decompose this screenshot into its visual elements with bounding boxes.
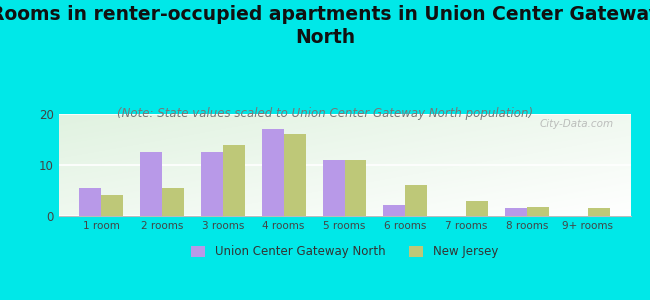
Bar — [344, 160, 367, 216]
Bar — [101, 195, 123, 216]
Bar — [162, 188, 184, 216]
Bar — [283, 134, 305, 216]
Bar — [588, 208, 610, 216]
Text: (Note: State values scaled to Union Center Gateway North population): (Note: State values scaled to Union Cent… — [117, 106, 533, 119]
Bar — [223, 145, 244, 216]
Text: Rooms in renter-occupied apartments in Union Center Gateway
North: Rooms in renter-occupied apartments in U… — [0, 4, 650, 47]
Bar — [201, 152, 223, 216]
Bar — [505, 208, 527, 216]
Bar — [262, 129, 283, 216]
Bar — [527, 207, 549, 216]
Text: City-Data.com: City-Data.com — [540, 119, 614, 129]
Bar — [406, 185, 427, 216]
Bar — [79, 188, 101, 216]
Bar — [466, 201, 488, 216]
Legend: Union Center Gateway North, New Jersey: Union Center Gateway North, New Jersey — [187, 241, 502, 263]
Bar — [322, 160, 344, 216]
Bar — [140, 152, 162, 216]
Bar — [384, 205, 406, 216]
